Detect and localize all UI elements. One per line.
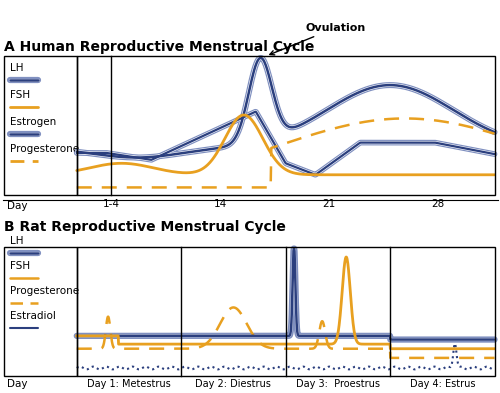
Text: Day 3:  Proestrus: Day 3: Proestrus — [296, 379, 380, 389]
Text: 14: 14 — [214, 199, 227, 209]
Bar — [77, 246, 494, 376]
Text: Ovulation: Ovulation — [270, 23, 366, 55]
Text: FSH: FSH — [10, 261, 30, 271]
Text: Day 1: Metestrus: Day 1: Metestrus — [87, 379, 171, 389]
Text: Estradiol: Estradiol — [10, 311, 56, 321]
Text: 21: 21 — [322, 199, 336, 209]
Text: Day: Day — [8, 201, 28, 211]
Text: FSH: FSH — [10, 90, 30, 100]
Text: LH: LH — [10, 63, 24, 73]
Text: Progesterone: Progesterone — [10, 286, 80, 296]
Text: LH: LH — [10, 236, 24, 246]
Text: A Human Reproductive Menstrual Cycle: A Human Reproductive Menstrual Cycle — [4, 40, 315, 54]
Text: 28: 28 — [432, 199, 444, 209]
Text: B Rat Reproductive Menstrual Cycle: B Rat Reproductive Menstrual Cycle — [4, 220, 286, 234]
Text: 1-4: 1-4 — [103, 199, 120, 209]
Text: Day 4: Estrus: Day 4: Estrus — [410, 379, 475, 389]
Bar — [77, 56, 494, 195]
Text: Day 2: Diestrus: Day 2: Diestrus — [196, 379, 272, 389]
Bar — [4, 246, 77, 376]
Bar — [4, 56, 77, 195]
Text: Progesterone: Progesterone — [10, 143, 80, 154]
Text: Estrogen: Estrogen — [10, 117, 56, 127]
Text: Day: Day — [8, 379, 28, 389]
